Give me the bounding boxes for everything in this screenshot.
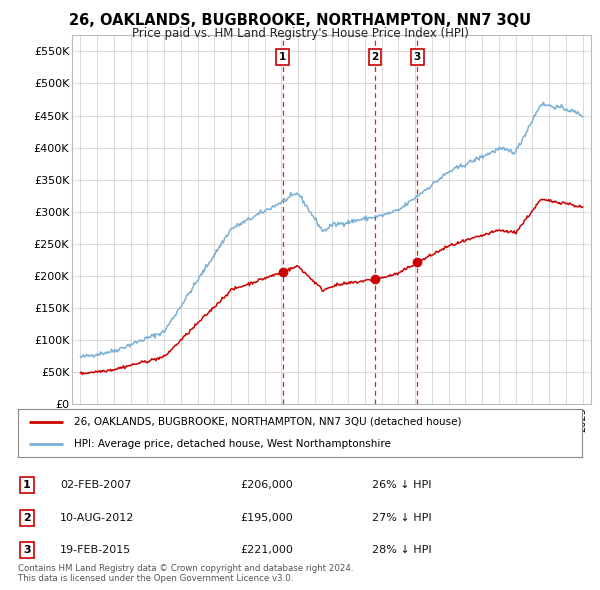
Text: £221,000: £221,000 [240,545,293,555]
Text: 3: 3 [414,52,421,62]
Text: 27% ↓ HPI: 27% ↓ HPI [372,513,431,523]
Text: 26, OAKLANDS, BUGBROOKE, NORTHAMPTON, NN7 3QU (detached house): 26, OAKLANDS, BUGBROOKE, NORTHAMPTON, NN… [74,417,462,427]
Text: 10-AUG-2012: 10-AUG-2012 [60,513,134,523]
Text: 28% ↓ HPI: 28% ↓ HPI [372,545,431,555]
Text: 2: 2 [23,513,31,523]
Text: 1: 1 [279,52,286,62]
Text: £195,000: £195,000 [240,513,293,523]
Text: 3: 3 [23,545,31,555]
Text: 26, OAKLANDS, BUGBROOKE, NORTHAMPTON, NN7 3QU: 26, OAKLANDS, BUGBROOKE, NORTHAMPTON, NN… [69,13,531,28]
Text: 26% ↓ HPI: 26% ↓ HPI [372,480,431,490]
Text: Contains HM Land Registry data © Crown copyright and database right 2024.
This d: Contains HM Land Registry data © Crown c… [18,563,353,583]
Text: 2: 2 [371,52,379,62]
Text: 1: 1 [23,480,31,490]
Text: 02-FEB-2007: 02-FEB-2007 [60,480,131,490]
Text: HPI: Average price, detached house, West Northamptonshire: HPI: Average price, detached house, West… [74,439,391,449]
Text: 19-FEB-2015: 19-FEB-2015 [60,545,131,555]
Text: £206,000: £206,000 [240,480,293,490]
Text: Price paid vs. HM Land Registry's House Price Index (HPI): Price paid vs. HM Land Registry's House … [131,27,469,40]
